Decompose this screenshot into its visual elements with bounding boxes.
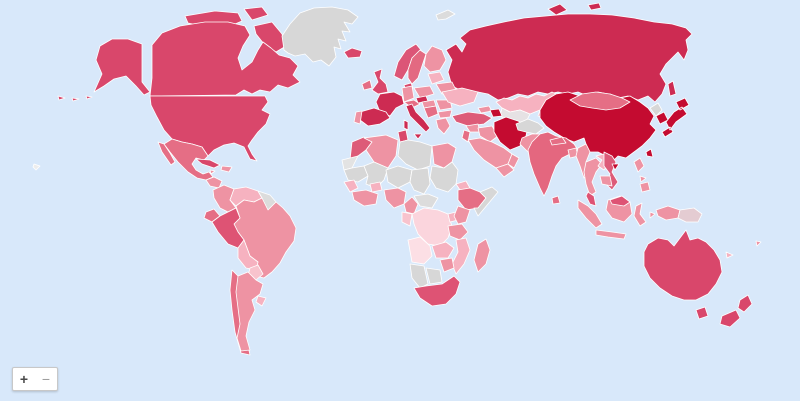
- region-jamaica[interactable]: [209, 169, 216, 175]
- region-japan[interactable]: [661, 97, 690, 138]
- region-central-african-republic[interactable]: [413, 193, 439, 209]
- region-madagascar[interactable]: [473, 238, 491, 273]
- region-congo-gabon[interactable]: [401, 211, 413, 227]
- region-germany[interactable]: [401, 85, 415, 103]
- region-uk[interactable]: [371, 68, 389, 95]
- region-botswana[interactable]: [425, 267, 443, 285]
- region-azerbaijan[interactable]: [489, 108, 503, 118]
- region-hainan[interactable]: [611, 163, 620, 171]
- region-philippines[interactable]: [633, 157, 651, 193]
- region-russia-sakhalin[interactable]: [667, 80, 677, 97]
- region-indonesia-sumatra[interactable]: [577, 199, 603, 229]
- region-france[interactable]: [375, 91, 405, 117]
- region-bulgaria[interactable]: [437, 109, 453, 119]
- region-oman[interactable]: [507, 153, 520, 169]
- region-romania[interactable]: [435, 99, 453, 111]
- zoom-in-button[interactable]: +: [19, 371, 29, 387]
- region-israel-jordan[interactable]: [461, 129, 471, 143]
- region-western-sahara[interactable]: [341, 155, 359, 171]
- region-italy[interactable]: [403, 103, 431, 140]
- region-new-zealand[interactable]: [719, 294, 753, 328]
- region-somalia[interactable]: [473, 186, 499, 217]
- region-tasmania[interactable]: [695, 306, 709, 320]
- region-russia-novaya-zemlya[interactable]: [547, 2, 602, 16]
- region-india[interactable]: [527, 131, 579, 197]
- region-burkina[interactable]: [369, 181, 383, 193]
- region-spain[interactable]: [359, 107, 391, 127]
- region-cuba[interactable]: [195, 158, 221, 169]
- region-finland[interactable]: [423, 45, 447, 73]
- region-sri-lanka[interactable]: [551, 195, 561, 205]
- region-yemen[interactable]: [495, 163, 515, 178]
- region-north-korea[interactable]: [649, 102, 663, 117]
- region-iraq[interactable]: [477, 125, 499, 143]
- region-chad[interactable]: [409, 167, 431, 195]
- region-canada[interactable]: [149, 21, 301, 97]
- region-afghanistan[interactable]: [515, 118, 545, 135]
- region-alaska[interactable]: [93, 38, 151, 96]
- region-ukraine[interactable]: [441, 87, 479, 107]
- region-turkey[interactable]: [451, 111, 493, 127]
- region-poland[interactable]: [413, 85, 435, 99]
- region-nepal[interactable]: [549, 136, 567, 146]
- region-zimbabwe[interactable]: [439, 257, 455, 273]
- region-sweden[interactable]: [407, 49, 427, 85]
- region-baltics[interactable]: [427, 71, 445, 85]
- region-zambia[interactable]: [431, 241, 455, 259]
- region-new-caledonia[interactable]: [725, 251, 734, 259]
- region-balkans[interactable]: [423, 105, 439, 119]
- region-aleutians[interactable]: [57, 95, 93, 102]
- region-south-africa[interactable]: [413, 275, 461, 307]
- region-libya[interactable]: [397, 139, 433, 171]
- region-papua-new-guinea[interactable]: [677, 207, 703, 223]
- region-west-africa-coast[interactable]: [351, 189, 379, 207]
- region-guatemala-honduras[interactable]: [205, 176, 223, 189]
- region-peru[interactable]: [211, 207, 245, 249]
- region-greenland[interactable]: [281, 6, 359, 67]
- region-canada-arctic-islands2[interactable]: [243, 6, 269, 21]
- region-tanzania[interactable]: [447, 223, 469, 241]
- region-uruguay[interactable]: [255, 295, 267, 307]
- region-australia[interactable]: [643, 229, 723, 301]
- region-svalbard[interactable]: [435, 9, 456, 21]
- region-taiwan[interactable]: [645, 148, 654, 158]
- region-norway[interactable]: [393, 43, 422, 81]
- region-malaysia-peninsula[interactable]: [585, 191, 597, 207]
- region-iceland[interactable]: [343, 47, 363, 59]
- region-kenya[interactable]: [453, 205, 471, 225]
- region-russia[interactable]: [445, 13, 693, 103]
- region-ireland[interactable]: [361, 79, 373, 91]
- region-angola[interactable]: [407, 236, 433, 265]
- region-indonesia-moluccas[interactable]: [649, 211, 656, 219]
- region-canada-baffin[interactable]: [253, 21, 287, 53]
- region-mongolia[interactable]: [569, 91, 631, 111]
- region-argentina[interactable]: [235, 271, 264, 352]
- region-mexico[interactable]: [157, 138, 214, 181]
- region-malaysia-borneo[interactable]: [609, 195, 631, 207]
- region-greece[interactable]: [435, 117, 451, 135]
- zoom-out-button[interactable]: −: [41, 371, 51, 387]
- region-drc[interactable]: [411, 207, 453, 247]
- region-cambodia[interactable]: [599, 175, 613, 187]
- region-fiji[interactable]: [755, 240, 762, 247]
- region-portugal[interactable]: [353, 110, 363, 125]
- region-cameroon[interactable]: [403, 196, 419, 215]
- region-indonesia-sulawesi[interactable]: [633, 202, 647, 227]
- region-senegal[interactable]: [343, 179, 359, 193]
- region-indonesia-java[interactable]: [595, 229, 627, 240]
- region-hawaii[interactable]: [32, 163, 41, 171]
- map-zoom-control: + −: [12, 367, 58, 391]
- region-mozambique[interactable]: [451, 237, 471, 275]
- region-thailand[interactable]: [583, 157, 603, 197]
- region-hispaniola[interactable]: [220, 165, 233, 173]
